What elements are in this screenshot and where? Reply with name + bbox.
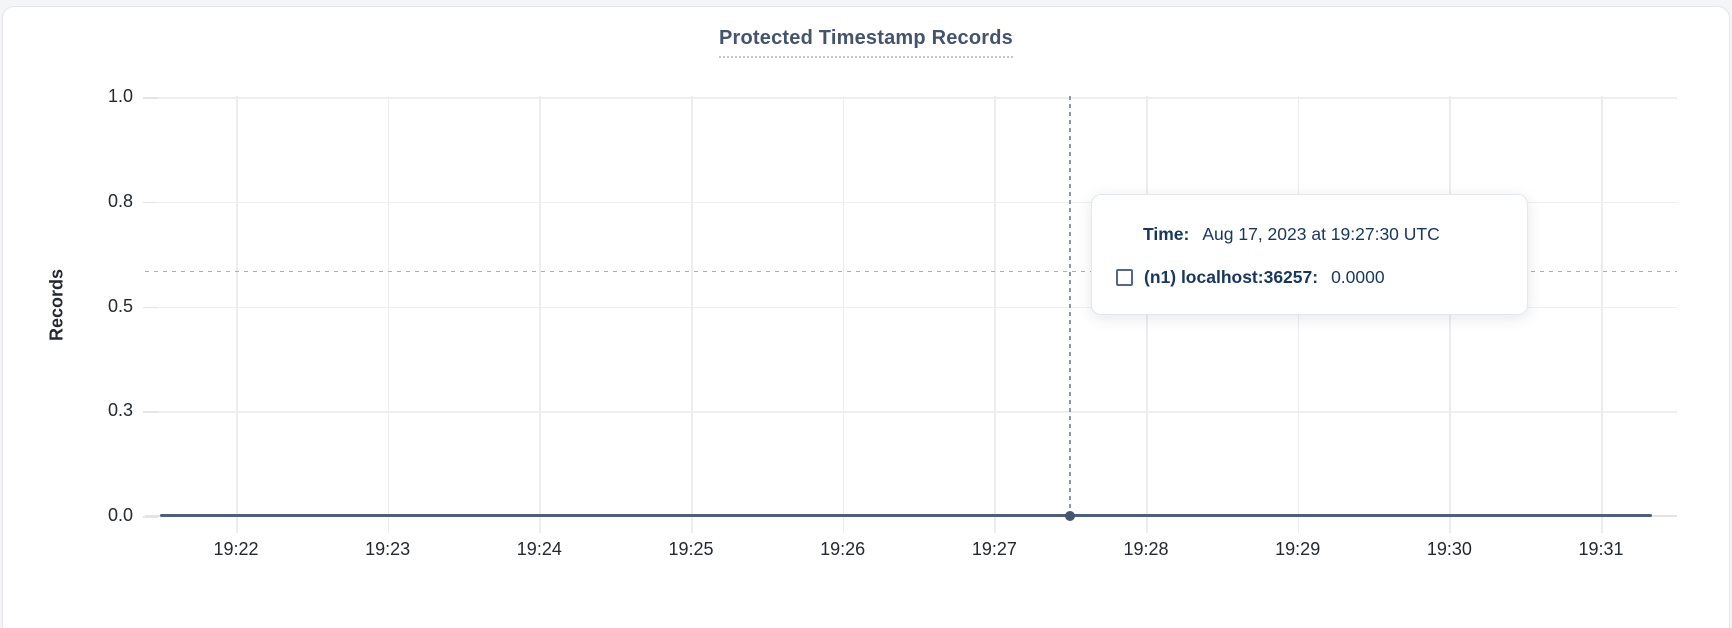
- x-tick-label: 19:29: [1275, 539, 1321, 559]
- y-tick-label: 1.0: [107, 86, 133, 106]
- y-tick-mark: [143, 97, 158, 99]
- x-tick-label: 19:23: [365, 539, 411, 559]
- chart-header: Protected Timestamp Records: [0, 27, 1732, 58]
- x-gridline: [236, 96, 238, 533]
- x-tick-label: 19:25: [668, 539, 714, 559]
- x-gridline: [842, 96, 845, 533]
- crosshair-vertical: [1069, 96, 1071, 516]
- y-tick-label: 0.5: [107, 295, 133, 316]
- tooltip-series-row: (n1) localhost:36257: 0.0000: [1116, 267, 1503, 287]
- x-tick-label: 19:22: [213, 539, 259, 559]
- y-tick-mark: [143, 201, 158, 204]
- y-tick-label: 0.0: [107, 505, 133, 525]
- chart-card: [2, 6, 1730, 628]
- series-swatch-icon: [1116, 268, 1133, 286]
- tooltip-time-row: Time: Aug 17, 2023 at 19:27:30 UTC: [1143, 224, 1503, 244]
- hover-point: [1065, 511, 1076, 521]
- x-tick-label: 19:28: [1123, 539, 1169, 559]
- x-tick-label: 19:24: [516, 539, 562, 559]
- series-line: [160, 514, 1652, 517]
- tooltip-time-label: Time:: [1143, 224, 1190, 244]
- x-gridline: [539, 96, 541, 533]
- crosshair-horizontal: [145, 270, 1677, 272]
- x-gridline: [994, 96, 996, 533]
- x-tick-label: 19:30: [1426, 539, 1472, 559]
- chart-tooltip: Time: Aug 17, 2023 at 19:27:30 UTC (n1) …: [1091, 194, 1528, 315]
- y-tick-mark: [143, 306, 158, 308]
- y-gridline: [145, 201, 1677, 204]
- x-tick-label: 19:26: [820, 539, 866, 559]
- x-gridline: [691, 96, 693, 533]
- y-tick-label: 0.3: [107, 400, 133, 421]
- x-gridline: [387, 96, 390, 533]
- tooltip-series-label: (n1) localhost:36257:: [1144, 267, 1319, 287]
- chart-title[interactable]: Protected Timestamp Records: [718, 27, 1013, 58]
- x-tick-label: 19:27: [971, 539, 1017, 559]
- y-gridline: [145, 306, 1677, 308]
- y-tick-mark: [143, 411, 158, 413]
- y-gridline: [145, 411, 1677, 413]
- tooltip-time-value: Aug 17, 2023 at 19:27:30 UTC: [1202, 224, 1440, 244]
- tooltip-series-value: 0.0000: [1331, 267, 1385, 287]
- y-tick-label: 0.8: [107, 190, 133, 211]
- x-gridline: [1601, 96, 1603, 533]
- x-tick-label: 19:31: [1578, 539, 1624, 559]
- y-gridline: [145, 97, 1677, 99]
